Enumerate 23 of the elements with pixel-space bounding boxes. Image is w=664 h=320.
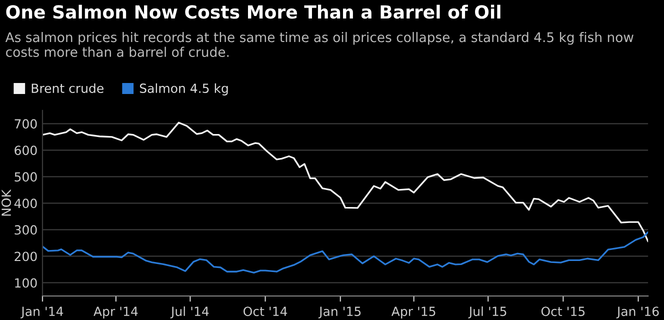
y-tick-label: 400 — [14, 198, 37, 208]
x-tick-label: Jul '15 — [468, 306, 506, 318]
legend-label: Salmon 4.5 kg — [140, 83, 228, 96]
x-tick-label: Jan '15 — [318, 306, 361, 318]
y-tick-label: 700 — [14, 119, 37, 129]
line-series — [42, 122, 648, 242]
x-tick-label: Oct '15 — [541, 306, 585, 316]
x-tick-label: Oct '14 — [244, 306, 288, 316]
y-axis-title: NOK — [2, 189, 12, 216]
x-tick-label: Jan '14 — [20, 306, 64, 318]
y-tick-label: 200 — [14, 252, 37, 262]
y-tick-label: 100 — [15, 278, 37, 288]
x-tick-label: Jan '16 — [616, 306, 659, 318]
x-tick-label: Apr '15 — [391, 306, 436, 319]
line-series — [42, 231, 648, 274]
x-tick-label: Jul '14 — [170, 306, 209, 318]
y-tick-label: 300 — [14, 225, 37, 235]
chart-title: One Salmon Now Costs More Than a Barrel of Oil — [6, 4, 500, 19]
legend-label: Brent crude — [32, 83, 104, 94]
y-tick-label: 500 — [14, 172, 37, 182]
chart-subtitle: As salmon prices hit records at the same time as oil prices collapse, a standard 4.5 kg fish now costs more than a barrel of crude. — [5, 32, 634, 57]
x-tick-label: Apr '14 — [94, 306, 138, 319]
y-tick-label: 600 — [14, 146, 37, 156]
